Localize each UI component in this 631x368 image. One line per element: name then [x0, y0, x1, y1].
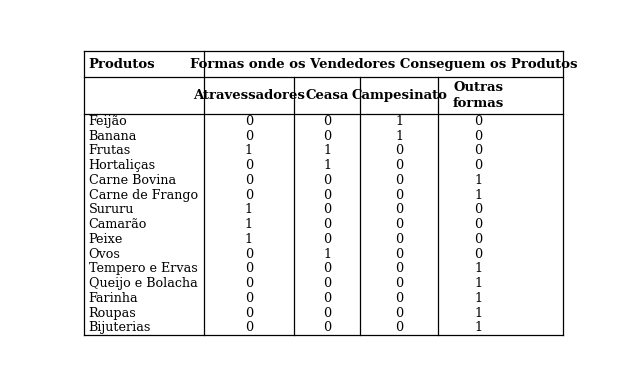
Text: 0: 0	[395, 262, 403, 275]
Text: Hortaliças: Hortaliças	[88, 159, 156, 172]
Text: 0: 0	[323, 262, 331, 275]
Text: 0: 0	[395, 204, 403, 216]
Text: 1: 1	[475, 174, 483, 187]
Text: 1: 1	[475, 277, 483, 290]
Text: 0: 0	[323, 292, 331, 305]
Text: 0: 0	[475, 130, 483, 143]
Text: 0: 0	[245, 189, 253, 202]
Text: 0: 0	[395, 292, 403, 305]
Text: 0: 0	[245, 277, 253, 290]
Text: 0: 0	[475, 218, 483, 231]
Text: 1: 1	[323, 248, 331, 261]
Text: Camarão: Camarão	[88, 218, 147, 231]
Text: 0: 0	[395, 233, 403, 246]
Text: 1: 1	[245, 204, 253, 216]
Text: 0: 0	[395, 174, 403, 187]
Text: Produtos: Produtos	[88, 58, 155, 71]
Text: Outras
formas: Outras formas	[453, 81, 504, 110]
Text: 0: 0	[475, 233, 483, 246]
Text: 0: 0	[395, 307, 403, 319]
Text: Formas onde os Vendedores Conseguem os Produtos: Formas onde os Vendedores Conseguem os P…	[189, 58, 577, 71]
Text: Carne de Frango: Carne de Frango	[88, 189, 198, 202]
Text: 0: 0	[323, 218, 331, 231]
Text: 0: 0	[245, 174, 253, 187]
Text: 1: 1	[323, 159, 331, 172]
Text: 1: 1	[395, 115, 403, 128]
Text: 1: 1	[245, 218, 253, 231]
Text: 0: 0	[245, 115, 253, 128]
Text: 0: 0	[395, 277, 403, 290]
Text: 0: 0	[395, 189, 403, 202]
Text: 1: 1	[395, 130, 403, 143]
Text: Atravessadores: Atravessadores	[193, 89, 305, 102]
Text: 0: 0	[245, 159, 253, 172]
Text: 0: 0	[323, 189, 331, 202]
Text: 0: 0	[323, 277, 331, 290]
Text: 1: 1	[245, 145, 253, 158]
Text: 0: 0	[323, 321, 331, 334]
Text: 0: 0	[323, 174, 331, 187]
Text: Sururu: Sururu	[88, 204, 134, 216]
Text: 0: 0	[245, 248, 253, 261]
Text: 0: 0	[395, 159, 403, 172]
Text: Ceasa: Ceasa	[305, 89, 349, 102]
Text: 1: 1	[475, 189, 483, 202]
Text: 0: 0	[245, 130, 253, 143]
Text: Banana: Banana	[88, 130, 137, 143]
Text: 1: 1	[475, 321, 483, 334]
Text: 1: 1	[245, 233, 253, 246]
Text: Roupas: Roupas	[88, 307, 136, 319]
Text: 0: 0	[323, 233, 331, 246]
Text: 1: 1	[475, 292, 483, 305]
Text: 0: 0	[323, 307, 331, 319]
Text: 0: 0	[395, 218, 403, 231]
Text: 0: 0	[323, 204, 331, 216]
Text: 0: 0	[395, 321, 403, 334]
Text: 0: 0	[475, 159, 483, 172]
Text: 0: 0	[245, 292, 253, 305]
Text: Bijuterias: Bijuterias	[88, 321, 151, 334]
Text: Carne Bovina: Carne Bovina	[88, 174, 176, 187]
Text: 0: 0	[245, 307, 253, 319]
Text: 1: 1	[475, 307, 483, 319]
Text: 1: 1	[323, 145, 331, 158]
Text: Feijão: Feijão	[88, 115, 127, 128]
Text: 0: 0	[245, 321, 253, 334]
Text: Tempero e Ervas: Tempero e Ervas	[88, 262, 198, 275]
Text: 0: 0	[323, 130, 331, 143]
Text: 0: 0	[475, 115, 483, 128]
Text: 1: 1	[475, 262, 483, 275]
Text: 0: 0	[395, 248, 403, 261]
Text: Farinha: Farinha	[88, 292, 138, 305]
Text: 0: 0	[475, 145, 483, 158]
Text: Peixe: Peixe	[88, 233, 123, 246]
Text: Ovos: Ovos	[88, 248, 121, 261]
Text: Queijo e Bolacha: Queijo e Bolacha	[88, 277, 198, 290]
Text: 0: 0	[395, 145, 403, 158]
Text: 0: 0	[475, 204, 483, 216]
Text: 0: 0	[323, 115, 331, 128]
Text: Frutas: Frutas	[88, 145, 131, 158]
Text: Campesinato: Campesinato	[351, 89, 447, 102]
Text: 0: 0	[475, 248, 483, 261]
Text: 0: 0	[245, 262, 253, 275]
